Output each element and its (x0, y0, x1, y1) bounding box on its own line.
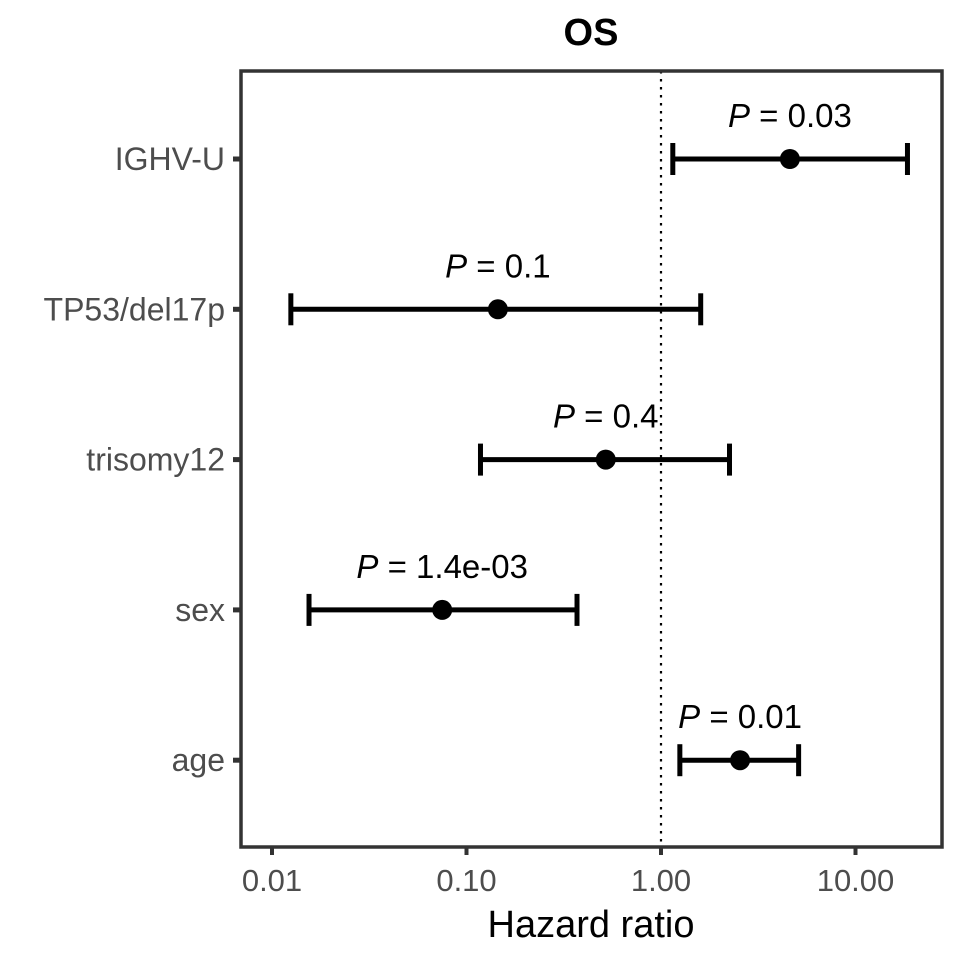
forest-row: P = 0.03 (670, 97, 910, 175)
p-symbol: P (678, 698, 700, 735)
chart-title: OS (564, 12, 619, 54)
p-value-text: = 0.4 (575, 398, 658, 435)
forest-row: P = 1.4e-03 (306, 548, 580, 626)
forest-row: P = 0.1 (288, 247, 704, 326)
plot-area: P = 0.03P = 0.1P = 0.4P = 1.4e-03P = 0.0… (288, 71, 910, 847)
p-value-text: = 0.03 (750, 97, 852, 134)
p-value-label: P = 0.1 (445, 247, 551, 284)
x-axis: 0.01 0.10 1.00 10.00 (242, 847, 894, 898)
hazard-ratio-point (595, 449, 616, 470)
x-tick-label: 1.00 (631, 863, 691, 898)
y-tick-label: TP53/del17p (44, 291, 225, 327)
forest-row: P = 0.4 (477, 398, 732, 476)
p-value-label: P = 1.4e-03 (356, 548, 528, 585)
x-tick-label: 0.01 (242, 863, 302, 898)
y-tick-label: sex (175, 592, 225, 628)
x-tick-label: 0.10 (436, 863, 496, 898)
p-value-text: = 1.4e-03 (378, 548, 528, 585)
p-value-text: = 0.01 (700, 698, 802, 735)
p-symbol: P (445, 247, 467, 284)
p-value-text: = 0.1 (467, 247, 550, 284)
p-value-label: P = 0.01 (678, 698, 802, 735)
x-axis-label: Hazard ratio (488, 904, 695, 946)
y-tick-label: age (172, 742, 225, 778)
p-value-label: P = 0.4 (553, 398, 659, 435)
p-value-label: P = 0.03 (728, 97, 852, 134)
y-axis: IGHV-U TP53/del17p trisomy12 sex age (44, 141, 241, 778)
x-tick-label: 10.00 (817, 863, 895, 898)
y-tick-label: trisomy12 (86, 442, 225, 478)
p-symbol: P (728, 97, 750, 134)
forest-row: P = 0.01 (677, 698, 802, 777)
y-tick-label: IGHV-U (115, 141, 225, 177)
hazard-ratio-point (779, 149, 800, 169)
p-symbol: P (553, 398, 575, 435)
p-symbol: P (356, 548, 378, 585)
hazard-ratio-point (487, 299, 508, 320)
hazard-ratio-point (432, 599, 453, 620)
hazard-ratio-point (730, 750, 751, 771)
